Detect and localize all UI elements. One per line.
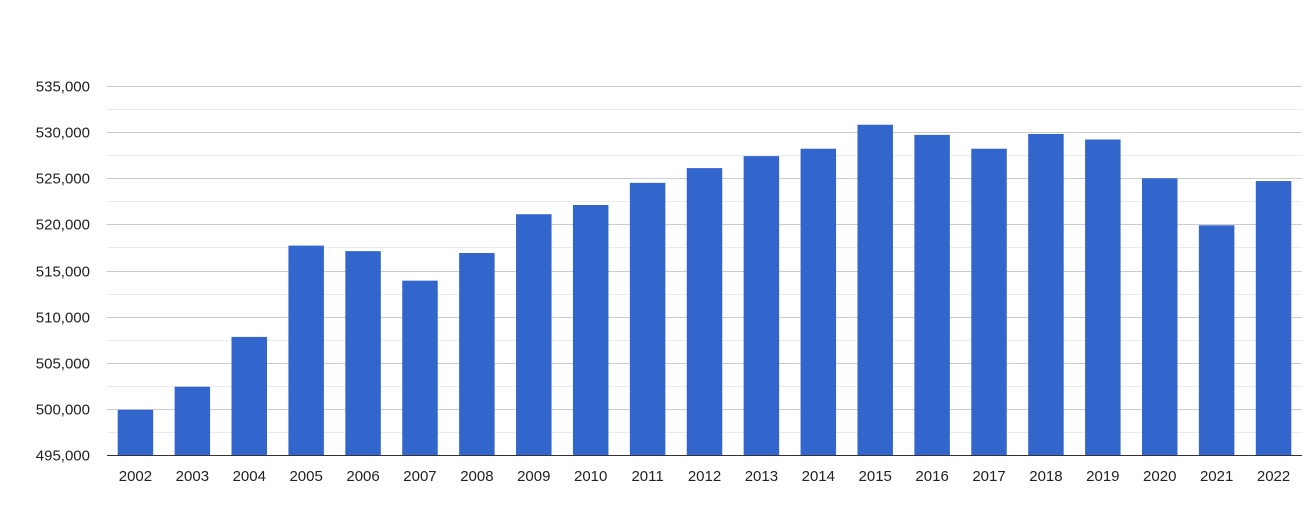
bar-2005[interactable] xyxy=(288,245,324,455)
x-tick-label: 2016 xyxy=(915,468,948,485)
y-tick-label: 535,000 xyxy=(36,79,90,96)
bar-2022[interactable] xyxy=(1255,181,1292,455)
bar-2002[interactable] xyxy=(117,409,154,455)
x-tick-label: 2022 xyxy=(1257,468,1290,485)
bar-2004[interactable] xyxy=(231,336,268,455)
y-tick-label: 520,000 xyxy=(36,217,90,234)
x-tick-label: 2003 xyxy=(176,468,209,485)
x-tick-label: 2011 xyxy=(631,468,663,485)
bar-2021[interactable] xyxy=(1198,225,1235,455)
bar-2018[interactable] xyxy=(1028,133,1064,455)
bar-2008[interactable] xyxy=(459,252,495,455)
y-tick-label: 530,000 xyxy=(36,125,90,142)
bar-2007[interactable] xyxy=(402,280,438,455)
x-tick-label: 2020 xyxy=(1143,468,1176,485)
x-tick-label: 2008 xyxy=(460,468,493,485)
bar-2017[interactable] xyxy=(971,148,1007,456)
x-tick-label: 2012 xyxy=(688,468,721,485)
x-tick-label: 2004 xyxy=(233,468,266,485)
bar-2019[interactable] xyxy=(1085,139,1121,456)
bar-2003[interactable] xyxy=(174,386,211,455)
x-tick-label: 2018 xyxy=(1029,468,1062,485)
x-tick-label: 2006 xyxy=(346,468,379,485)
axes: 495,000 500,000 505,000 510,000 515,000 520,0… xyxy=(36,79,1302,485)
x-tick-label: 2014 xyxy=(802,468,835,485)
bar-2013[interactable] xyxy=(743,156,780,456)
bar-2016[interactable] xyxy=(914,134,950,455)
y-tick-label: 495,000 xyxy=(36,448,90,465)
y-tick-label: 515,000 xyxy=(36,264,90,281)
y-tick-label: 505,000 xyxy=(36,356,90,373)
x-tick-label: 2007 xyxy=(403,468,436,485)
bar-2006[interactable] xyxy=(345,251,381,455)
x-tick-label: 2019 xyxy=(1086,468,1119,485)
x-tick-label: 2021 xyxy=(1200,468,1233,485)
y-tick-label: 500,000 xyxy=(36,402,90,419)
bar-2009[interactable] xyxy=(516,214,552,455)
x-tick-label: 2009 xyxy=(517,468,550,485)
y-tick-label: 525,000 xyxy=(36,171,90,188)
x-tick-label: 2005 xyxy=(289,468,322,485)
bar-2012[interactable] xyxy=(686,168,723,455)
x-tick-label: 2017 xyxy=(972,468,1005,485)
bar-2011[interactable] xyxy=(629,182,666,456)
x-tick-label: 2015 xyxy=(859,468,892,485)
bars xyxy=(117,124,1292,456)
bar-2010[interactable] xyxy=(572,205,609,455)
bar-2014[interactable] xyxy=(800,148,837,456)
x-tick-label: 2010 xyxy=(574,468,607,485)
x-tick-label: 2002 xyxy=(119,468,152,485)
y-tick-label: 510,000 xyxy=(36,310,90,327)
x-tick-label: 2013 xyxy=(745,468,778,485)
bar-2015[interactable] xyxy=(857,124,893,455)
bar-2020[interactable] xyxy=(1141,178,1178,455)
